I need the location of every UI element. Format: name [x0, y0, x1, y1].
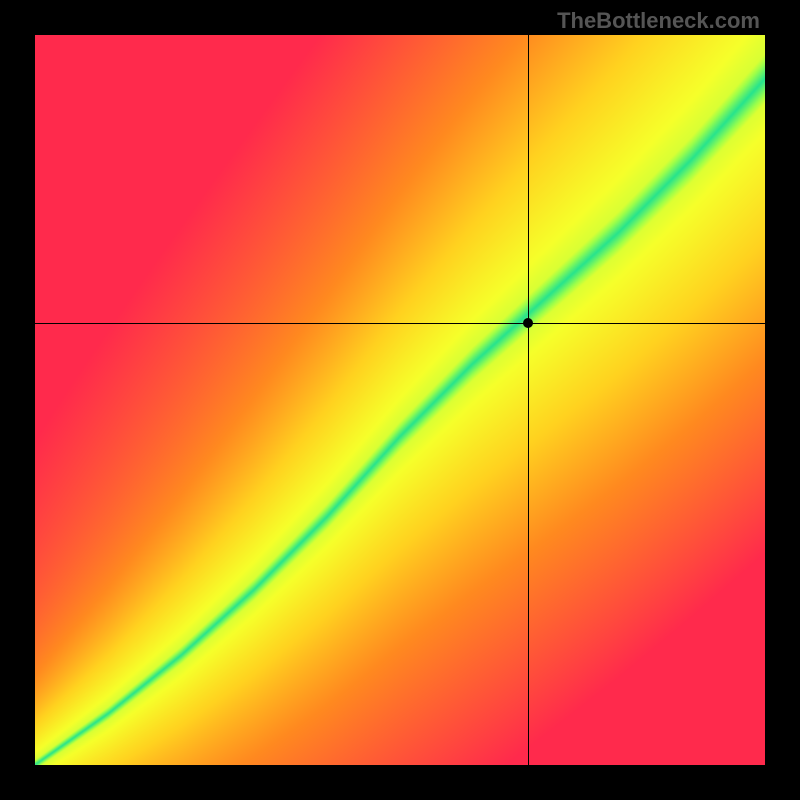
- watermark-text: TheBottleneck.com: [557, 8, 760, 34]
- crosshair-marker: [523, 318, 533, 328]
- heatmap-canvas: [35, 35, 765, 765]
- crosshair-vertical: [528, 35, 529, 765]
- bottleneck-heatmap: [35, 35, 765, 765]
- crosshair-horizontal: [35, 323, 765, 324]
